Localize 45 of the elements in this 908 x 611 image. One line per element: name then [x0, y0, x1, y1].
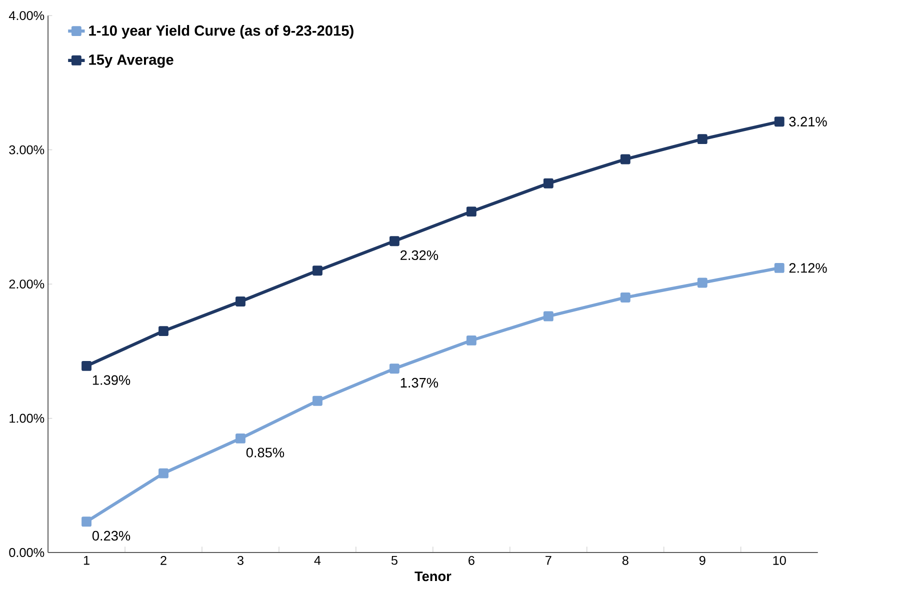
point [620, 154, 630, 164]
point [620, 292, 630, 302]
point [236, 296, 246, 306]
x-tick-label: 2 [160, 556, 166, 565]
point [543, 311, 554, 322]
y-tick-label: 2.00% [9, 280, 44, 289]
legend-label: 15y Average [89, 54, 174, 68]
x-tick-label: 6 [468, 556, 474, 565]
data-label: 2.12% [789, 263, 827, 273]
legend-label: 1-10 year Yield Curve (as of 9-23-2015) [89, 25, 354, 39]
x-tick-label: 9 [699, 556, 706, 565]
point [697, 134, 708, 144]
point [466, 335, 476, 346]
point [774, 116, 784, 127]
point [543, 178, 554, 188]
x-tick-label: 4 [314, 556, 321, 565]
point [466, 206, 476, 217]
data-label: 1.39% [92, 375, 130, 385]
x-tick-label: 8 [622, 556, 628, 565]
y-tick-label: 1.00% [10, 414, 44, 423]
data-label: 2.32% [400, 250, 438, 260]
data-label: 0.85% [246, 448, 284, 458]
point [236, 433, 246, 444]
point [82, 360, 92, 371]
x-tick-label: 1 [84, 556, 90, 565]
point [312, 266, 322, 276]
data-label: 1.37% [400, 378, 438, 388]
y-tick-label: 3.00% [9, 145, 44, 154]
data-label: 0.23% [92, 530, 130, 541]
point [774, 262, 784, 273]
x-tick-label: 5 [391, 556, 398, 565]
x-tick-label: 3 [237, 556, 244, 565]
point [82, 516, 92, 527]
point [312, 396, 322, 406]
y-tick-label: 0.00% [9, 548, 44, 558]
y-tick-label: 4.00% [8, 11, 44, 20]
point [697, 278, 708, 288]
point [158, 468, 168, 478]
x-tick-label: 7 [546, 556, 552, 565]
point [389, 236, 400, 246]
x-axis-title: Tenor [414, 572, 452, 582]
point [158, 326, 168, 336]
x-tick-label: 10 [773, 556, 786, 565]
point [389, 364, 400, 374]
data-label: 3.21% [789, 116, 827, 126]
